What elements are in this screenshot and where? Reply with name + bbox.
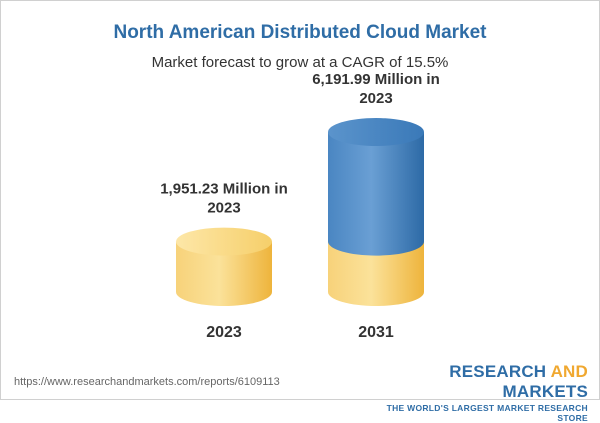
bar-2031-growth bbox=[328, 132, 424, 256]
logo-text-research: RESEARCH bbox=[449, 362, 551, 381]
bar-2031-base bbox=[328, 241, 424, 306]
chart-subtitle: Market forecast to grow at a CAGR of 15.… bbox=[151, 54, 449, 71]
logo-text-markets: MARKETS bbox=[502, 382, 588, 401]
source-url[interactable]: https://www.researchandmarkets.com/repor… bbox=[14, 376, 280, 388]
bar-2023-base bbox=[176, 241, 272, 306]
research-and-markets-logo: RESEARCH AND MARKETS THE WORLD'S LARGEST… bbox=[372, 362, 588, 423]
category-label-2023: 2023 bbox=[206, 324, 242, 341]
logo-text-and: AND bbox=[550, 362, 588, 381]
data-label-2031: 6,191.99 Million in 2023 bbox=[312, 71, 440, 107]
chart-title: North American Distributed Cloud Market bbox=[113, 22, 487, 43]
category-label-2031: 2031 bbox=[358, 324, 394, 341]
logo-wordmark: RESEARCH AND MARKETS bbox=[372, 362, 588, 402]
logo-tagline: THE WORLD'S LARGEST MARKET RESEARCH STOR… bbox=[386, 403, 588, 423]
bar-2023-top bbox=[176, 227, 272, 256]
bar-2031-top bbox=[328, 118, 424, 146]
cylinder-chart: 1,951.23 Million in 2023 2023 6,191.99 Mill… bbox=[160, 71, 440, 341]
data-label-2023: 1,951.23 Million in 2023 bbox=[160, 181, 288, 217]
